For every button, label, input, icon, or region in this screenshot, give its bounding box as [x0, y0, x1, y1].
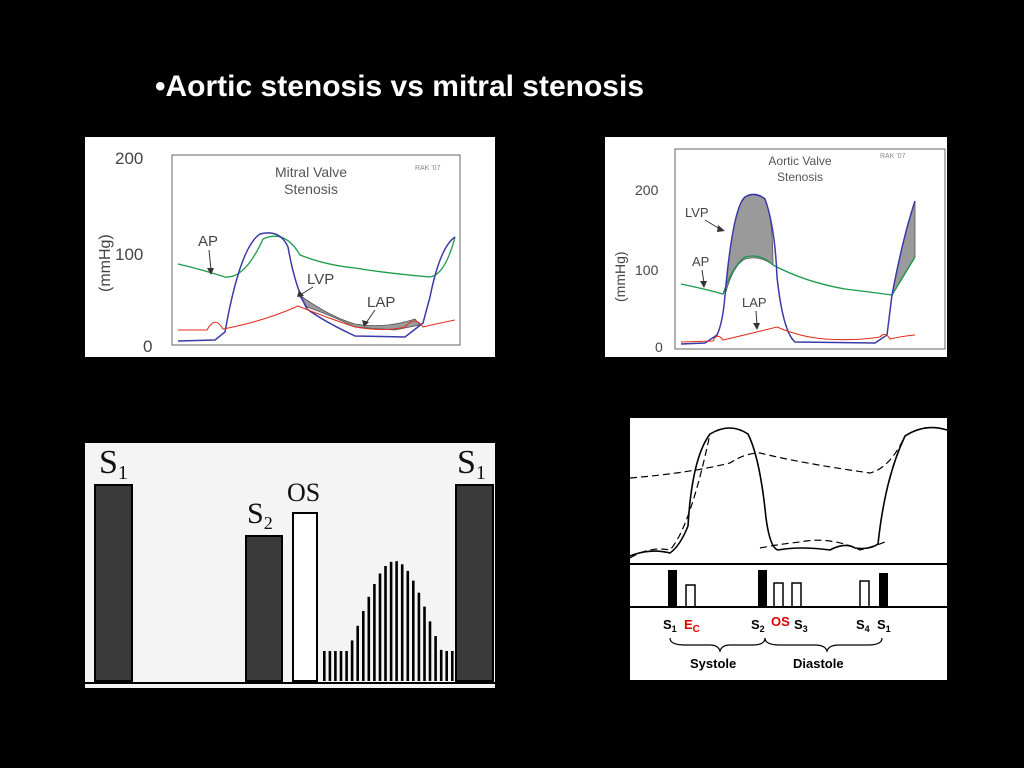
murmur-bar [445, 651, 448, 681]
aortic-credit: RAK '07 [880, 153, 906, 160]
aortic-tick-100: 100 [635, 262, 659, 278]
murmur-bar [323, 651, 326, 681]
aortic-plot-frame [674, 148, 946, 350]
s2-bar [245, 535, 283, 682]
mitral-plot-frame [171, 154, 461, 346]
murmur-bar [373, 584, 376, 681]
mitral-lap-label: LAP [367, 294, 395, 311]
s1-marker [668, 570, 677, 607]
murmur-bar [339, 651, 343, 681]
murmur-bar [362, 611, 365, 681]
os-marker [773, 582, 784, 608]
aortic-y-axis-label: (mmHg) [612, 251, 628, 302]
s1-right-bar [455, 484, 494, 682]
murmur-bar [428, 621, 432, 681]
aortic-gradient-area-1 [724, 194, 774, 296]
s1-right-label: S1 [457, 444, 486, 484]
murmur-bar [439, 649, 443, 681]
murmur-bar [345, 651, 348, 681]
aortic-tick-200: 200 [635, 182, 659, 198]
aortic-chart-title-line1: Aortic Valve [768, 154, 831, 168]
aortic-ap-label: AP [692, 254, 709, 269]
murmur-bar [328, 651, 332, 681]
pressure-trace-dashed [630, 426, 947, 559]
mitral-ap-curve [177, 235, 456, 278]
aortic-tick-0: 0 [655, 339, 663, 355]
murmur-bar [406, 570, 410, 681]
s2-label: S2 [247, 497, 273, 533]
murmur-bar [400, 564, 404, 681]
s1-left-label: S1 [99, 444, 128, 484]
aortic-ap-curve [680, 255, 916, 296]
heart-sound-diagram: S1 S2 OS S1 [85, 443, 495, 688]
aortic-chart-title-line2: Stenosis [777, 170, 823, 184]
mitral-lap-arrow [365, 309, 376, 324]
sound-label-s3: S3 [794, 617, 808, 634]
mitral-tick-200: 200 [115, 149, 143, 168]
opening-snap-label: OS [287, 478, 320, 507]
murmur-bar [417, 592, 421, 681]
aortic-lvp-curve [680, 193, 916, 345]
murmur-bar [412, 580, 415, 681]
sound-label-s1-second: S1 [877, 617, 891, 634]
s1-second-marker [879, 573, 888, 607]
sound-label-s1: S1 [663, 617, 677, 634]
diastole-brace [764, 637, 883, 653]
mitral-chart-title-line1: Mitral Valve [275, 164, 347, 180]
aortic-lap-curve [680, 326, 916, 343]
pressure-trace-solid [630, 426, 947, 557]
sound-label-ejection-click: EC [684, 617, 700, 635]
s1-left-bar [94, 484, 133, 682]
mitral-tick-0: 0 [143, 337, 152, 356]
mitral-tick-100: 100 [115, 245, 143, 264]
mitral-credit: RAK '07 [415, 165, 441, 172]
mitral-lap-curve [178, 305, 456, 331]
aortic-lap-arrow [755, 310, 758, 326]
murmur-bar [451, 651, 454, 681]
murmur-bar [378, 573, 382, 681]
phonocardiogram: S1 EC S2 OS S3 S4 S1 Systole Diastole [630, 418, 947, 680]
aortic-stenosis-chart: 200 100 0 (mmHg) Aortic Valve Stenosis R… [605, 137, 947, 357]
murmur-bar [334, 651, 337, 681]
systole-brace [669, 637, 766, 653]
murmur-bar [423, 606, 426, 681]
slide-title: •Aortic stenosis vs mitral stenosis [155, 70, 645, 103]
mitral-stenosis-chart: 200 100 0 (mmHg) Mitral Valve Stenosis R… [85, 137, 495, 357]
diastolic-murmur [323, 561, 454, 681]
mitral-y-axis-label: (mmHg) [97, 234, 114, 292]
mitral-lvp-arrow [299, 286, 314, 296]
sound-label-s2: S2 [751, 617, 765, 634]
aortic-lap-label: LAP [742, 295, 767, 310]
atrial-trace-dashed [759, 539, 886, 551]
aortic-lvp-label: LVP [685, 205, 709, 220]
murmur-bar [367, 596, 371, 681]
sound-label-os: OS [771, 614, 790, 629]
murmur-bar [434, 636, 437, 681]
opening-snap-bar [292, 512, 318, 682]
murmur-bar [395, 561, 398, 681]
murmur-bar [384, 566, 387, 681]
s2-marker [758, 570, 767, 607]
mitral-pressure-gradient-area [297, 293, 421, 331]
murmur-bar [389, 561, 393, 681]
s3-marker [791, 582, 802, 608]
murmur-bar [350, 640, 354, 681]
s4-marker [859, 580, 870, 608]
mitral-lvp-label: LVP [307, 271, 334, 288]
sound-label-s4: S4 [856, 617, 870, 634]
aortic-ap-arrow [701, 269, 705, 284]
mitral-lvp-curve [177, 232, 456, 342]
mitral-chart-title-line2: Stenosis [284, 181, 338, 197]
ejection-click-marker [685, 584, 696, 608]
diastole-label: Diastole [793, 656, 844, 671]
systole-label: Systole [690, 656, 736, 671]
mitral-ap-label: AP [198, 233, 218, 250]
mitral-ap-arrow [208, 249, 212, 271]
murmur-bar [356, 625, 359, 681]
aortic-lvp-arrow [704, 219, 721, 230]
